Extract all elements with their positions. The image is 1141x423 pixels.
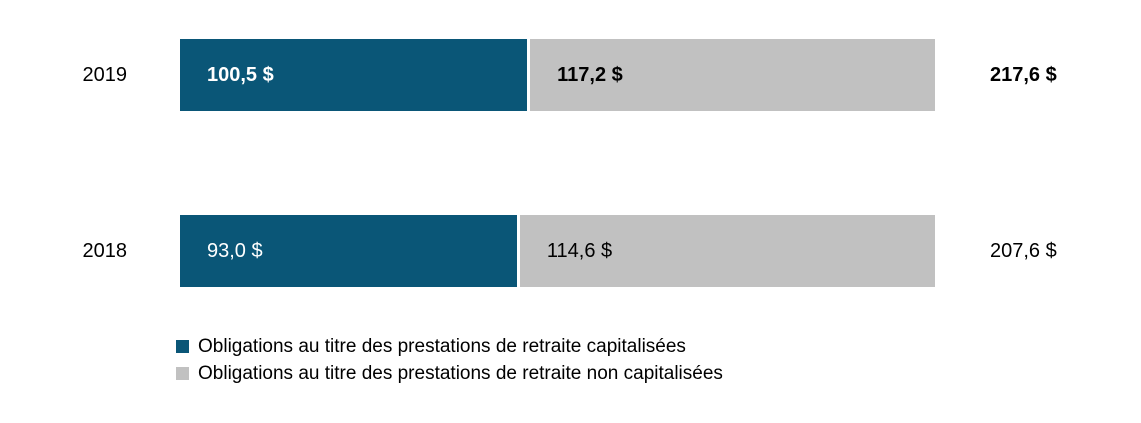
bar-row-2018: 2018 93,0 $ 114,6 $ 207,6 $ [0, 215, 1141, 287]
funded-segment-2018: 93,0 $ [180, 215, 517, 287]
unfunded-segment-2019: 117,2 $ [530, 39, 935, 111]
total-label-2019: 217,6 $ [990, 63, 1057, 86]
year-label-2019: 2019 [82, 63, 128, 86]
funded-value-label-2018: 93,0 $ [207, 239, 263, 262]
funded-swatch-icon [176, 340, 189, 353]
bar-track-2019: 100,5 $ 117,2 $ [180, 39, 935, 111]
unfunded-value-label-2019: 117,2 $ [557, 63, 623, 86]
legend: Obligations au titre des prestations de … [176, 333, 723, 387]
legend-item-funded: Obligations au titre des prestations de … [176, 333, 723, 360]
bar-row-2019: 2019 100,5 $ 117,2 $ 217,6 $ [0, 39, 1141, 111]
funded-value-label-2019: 100,5 $ [207, 63, 274, 86]
bar-track-2018: 93,0 $ 114,6 $ [180, 215, 935, 287]
legend-label-funded: Obligations au titre des prestations de … [198, 335, 686, 357]
year-label-2018: 2018 [82, 239, 128, 262]
total-label-2018: 207,6 $ [990, 239, 1057, 262]
unfunded-value-label-2018: 114,6 $ [546, 239, 613, 262]
unfunded-swatch-icon [176, 367, 189, 380]
legend-label-unfunded: Obligations au titre des prestations de … [198, 362, 723, 384]
unfunded-segment-2018: 114,6 $ [519, 215, 935, 287]
funded-segment-2019: 100,5 $ [180, 39, 528, 111]
legend-item-unfunded: Obligations au titre des prestations de … [176, 360, 723, 387]
